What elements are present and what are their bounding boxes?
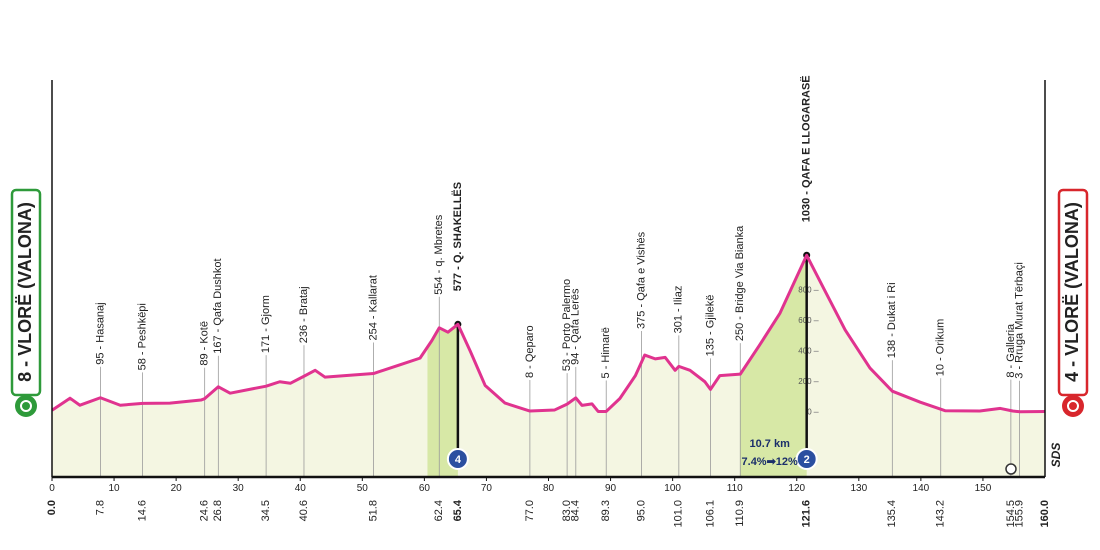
waypoint-km: 83.0 <box>561 500 573 521</box>
x-tick-label: 30 <box>233 483 245 494</box>
x-tick-label: 90 <box>605 483 617 494</box>
climb-category: 4 <box>455 454 462 466</box>
finish-icon <box>1062 395 1084 417</box>
waypoint-label: 301 - Iliaz <box>673 286 685 334</box>
waypoint-km: 154.5 <box>1005 500 1017 528</box>
waypoint-km: 95.0 <box>636 500 648 521</box>
waypoint-km: 51.8 <box>367 500 379 521</box>
profile-line <box>51 253 1046 414</box>
finish-km: 160.0 <box>1039 500 1051 528</box>
x-tick-label: 130 <box>850 483 867 494</box>
waypoint-label: 94 - Qafa Lerës <box>570 288 582 365</box>
x-tick-label: 20 <box>171 483 183 494</box>
x-tick-label: 50 <box>357 483 369 494</box>
waypoint-label: 8 - Galleria <box>1005 323 1017 378</box>
climb-area <box>427 324 458 477</box>
waypoint-km: 14.6 <box>137 500 149 521</box>
waypoint-label: 1030 - QAFA E LLOGARASË <box>800 75 813 222</box>
waypoint-km: 40.6 <box>298 500 310 521</box>
waypoint-km: 62.4 <box>433 500 445 521</box>
y-tick-label: 200 <box>798 377 812 386</box>
waypoint-label: 10 - Orikum <box>935 319 947 376</box>
x-tick-label: 150 <box>975 483 992 494</box>
waypoint-label: 167 - Qafa Dushkot <box>212 258 224 353</box>
climb-category: 2 <box>804 454 810 466</box>
waypoint-label: 250 - Bridge Via Bianka <box>734 225 746 341</box>
waypoint-km: 24.6 <box>199 500 211 521</box>
start-label: 8 - VLORË (VALONA) <box>15 202 35 382</box>
start-icon-inner <box>20 400 32 412</box>
waypoint-label: 554 - q. Mbretes <box>433 214 445 295</box>
x-tick-label: 10 <box>109 483 121 494</box>
x-tick-label: 120 <box>788 483 805 494</box>
start-icon <box>15 395 37 417</box>
waypoint-label: 254 - Kallarat <box>367 275 379 340</box>
climb-badge <box>446 448 469 470</box>
waypoint-km: 7.8 <box>94 500 106 515</box>
waypoint-label: 8 - Qeparo <box>524 325 536 378</box>
waypoint-label: 58 - Peshkëpi <box>137 303 149 370</box>
waypoint-label: 375 - Qafa e Vishës <box>636 231 648 329</box>
waypoint-label: 138 - Dukat i Ri <box>886 282 898 358</box>
waypoint-km: 135.4 <box>886 500 898 528</box>
waypoint-label: 89 - Kotë <box>199 321 211 366</box>
finish-icon-inner <box>1067 400 1079 412</box>
waypoint-km: 84.4 <box>570 500 582 521</box>
waypoint-km: 106.1 <box>704 500 716 528</box>
waypoint-label: 3 - Rruga Murat Tërbaçi <box>1013 262 1025 379</box>
waypoint-label: 171 - Gjorm <box>260 295 272 353</box>
waypoint-label: 577 - Q. SHAKELLËS <box>451 182 464 291</box>
waypoint-km: 34.5 <box>260 500 272 521</box>
climb-length: 10.7 km <box>749 438 790 450</box>
camera-icon <box>1005 463 1017 475</box>
waypoint-label: 5 - Himarë <box>600 327 612 378</box>
finish-label: 4 - VLORË (VALONA) <box>1062 202 1082 382</box>
waypoint-km: 89.3 <box>600 500 612 521</box>
climb-badge <box>795 448 818 470</box>
y-tick-label: 800 <box>798 285 812 294</box>
waypoint-label: 236 - Brataj <box>298 286 310 343</box>
x-tick-label: 0 <box>49 483 55 494</box>
waypoint-label: 135 - Gjilekë <box>704 295 716 357</box>
waypoint-km: 77.0 <box>524 500 536 521</box>
waypoint-km: 155.9 <box>1013 500 1025 528</box>
credit: SDS <box>1049 443 1063 468</box>
y-tick-label: 400 <box>798 346 812 355</box>
waypoint-label: 53 - Porto Palermo <box>561 279 573 371</box>
waypoint-km: 101.0 <box>673 500 685 528</box>
y-tick-label: 600 <box>798 316 812 325</box>
waypoint-km: 65.4 <box>452 499 464 521</box>
x-tick-label: 70 <box>481 483 493 494</box>
x-tick-label: 80 <box>543 483 555 494</box>
x-tick-label: 110 <box>727 483 743 494</box>
x-tick-label: 100 <box>664 483 681 494</box>
y-tick-label: 0 <box>807 407 812 416</box>
waypoint-km: 143.2 <box>935 500 947 528</box>
waypoint-km: 26.8 <box>212 500 224 521</box>
climb-gradient: 7.4%➡12% <box>742 456 799 468</box>
waypoint-km: 110.9 <box>734 500 746 527</box>
waypoint-label: 95 - Hasanaj <box>94 302 106 364</box>
x-tick-label: 60 <box>419 483 431 494</box>
start-km: 0.0 <box>46 500 58 515</box>
x-tick-label: 140 <box>913 483 930 494</box>
climb-area <box>740 255 807 477</box>
waypoint-km: 121.6 <box>801 500 813 528</box>
x-tick-label: 40 <box>295 483 307 494</box>
